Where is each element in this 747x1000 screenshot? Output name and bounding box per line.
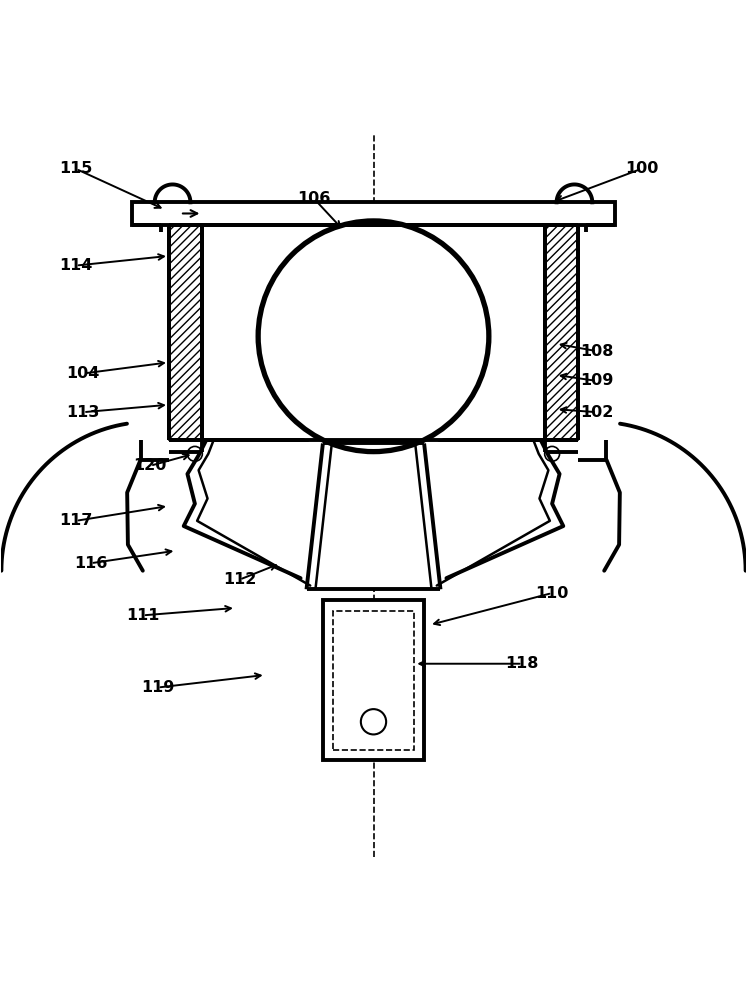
Bar: [333, 611, 414, 750]
Bar: [169, 225, 202, 440]
Text: 115: 115: [59, 161, 93, 176]
Text: 118: 118: [506, 656, 539, 671]
Text: 104: 104: [66, 366, 100, 381]
Circle shape: [370, 718, 377, 725]
Text: 113: 113: [66, 405, 100, 420]
Bar: [323, 600, 424, 760]
Text: 108: 108: [580, 344, 613, 359]
Text: 109: 109: [580, 373, 613, 388]
Text: 112: 112: [223, 572, 256, 587]
Text: 110: 110: [536, 586, 568, 601]
Text: 102: 102: [580, 405, 613, 420]
Text: 119: 119: [141, 680, 174, 695]
Bar: [545, 225, 578, 440]
Circle shape: [251, 213, 496, 459]
Text: 116: 116: [74, 556, 108, 571]
Text: 114: 114: [59, 258, 93, 273]
Bar: [169, 225, 202, 440]
Text: 106: 106: [297, 191, 331, 206]
Text: 111: 111: [126, 608, 159, 623]
Bar: [545, 225, 578, 440]
Polygon shape: [306, 443, 441, 589]
Text: 117: 117: [59, 513, 93, 528]
Text: 120: 120: [134, 458, 167, 473]
Text: 100: 100: [624, 161, 658, 176]
Bar: [131, 202, 616, 225]
